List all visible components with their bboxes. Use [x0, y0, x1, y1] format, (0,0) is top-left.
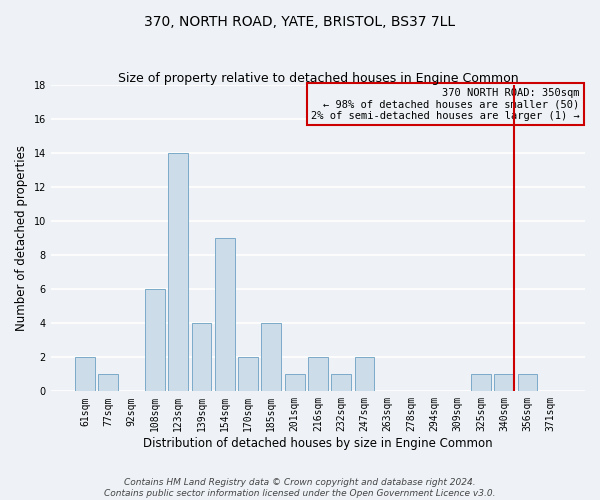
Bar	[145, 289, 165, 392]
Bar	[285, 374, 305, 392]
Bar	[471, 374, 491, 392]
Bar	[331, 374, 351, 392]
Bar	[98, 374, 118, 392]
Title: Size of property relative to detached houses in Engine Common: Size of property relative to detached ho…	[118, 72, 518, 85]
Text: 370 NORTH ROAD: 350sqm
← 98% of detached houses are smaller (50)
2% of semi-deta: 370 NORTH ROAD: 350sqm ← 98% of detached…	[311, 88, 580, 121]
Bar	[355, 357, 374, 392]
Bar	[494, 374, 514, 392]
Bar	[308, 357, 328, 392]
Text: Contains HM Land Registry data © Crown copyright and database right 2024.
Contai: Contains HM Land Registry data © Crown c…	[104, 478, 496, 498]
Bar	[262, 323, 281, 392]
Bar	[191, 323, 211, 392]
Bar	[168, 152, 188, 392]
Bar	[75, 357, 95, 392]
Text: 370, NORTH ROAD, YATE, BRISTOL, BS37 7LL: 370, NORTH ROAD, YATE, BRISTOL, BS37 7LL	[145, 15, 455, 29]
Y-axis label: Number of detached properties: Number of detached properties	[15, 145, 28, 331]
Bar	[215, 238, 235, 392]
X-axis label: Distribution of detached houses by size in Engine Common: Distribution of detached houses by size …	[143, 437, 493, 450]
Bar	[518, 374, 538, 392]
Bar	[238, 357, 258, 392]
